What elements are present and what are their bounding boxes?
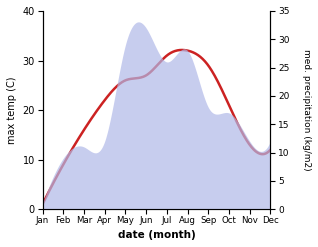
X-axis label: date (month): date (month) bbox=[118, 230, 195, 240]
Y-axis label: max temp (C): max temp (C) bbox=[7, 76, 17, 144]
Y-axis label: med. precipitation (kg/m2): med. precipitation (kg/m2) bbox=[302, 49, 311, 171]
